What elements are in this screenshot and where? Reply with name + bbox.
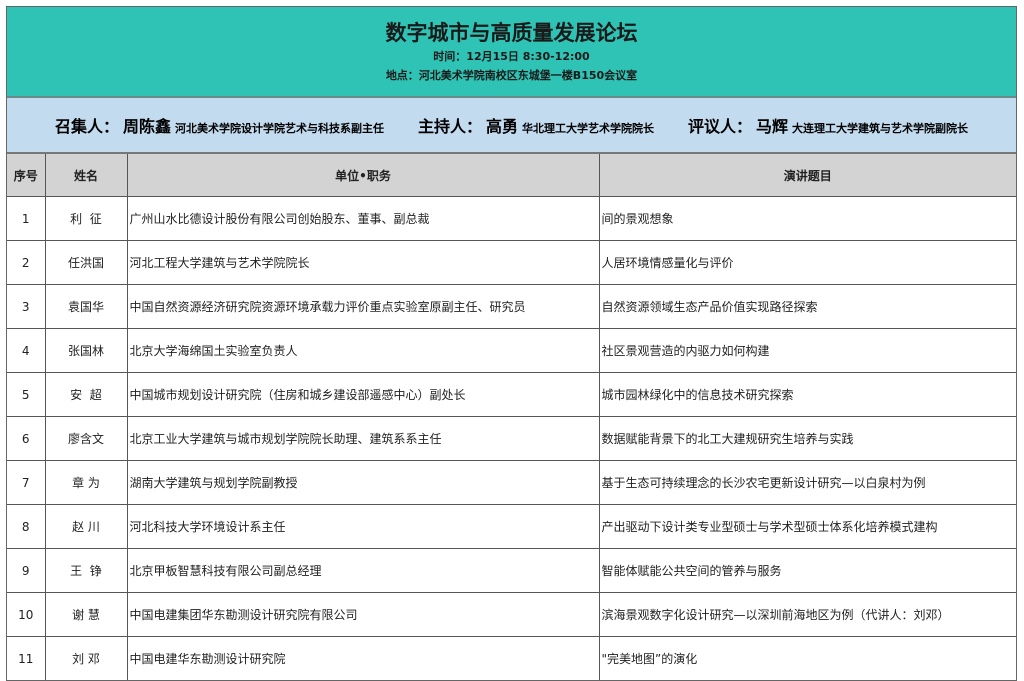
cell-unit: 湖南大学建筑与规划学院副教授 <box>126 460 600 505</box>
forum-location: 地点：河北美术学院南校区东城堡一楼B150会议室 <box>385 69 638 82</box>
cell-topic: 自然资源领域生态产品价值实现路径探索 <box>598 284 1016 329</box>
cell-name: 张国林 <box>44 328 128 373</box>
cell-no: 6 <box>7 416 46 461</box>
cell-topic: 产出驱动下设计类专业型硕士与学术型硕士体系化培养模式建构 <box>598 504 1016 549</box>
cell-topic: 人居环境情感量化与评价 <box>598 240 1016 285</box>
table-row: 6 廖含文 北京工业大学建筑与城市规划学院院长助理、建筑系系主任 数据赋能背景下的北工… <box>7 416 1016 461</box>
cell-name: 王 铮 <box>44 548 128 593</box>
person-name: 高勇 <box>486 117 519 136</box>
cell-unit: 河北工程大学建筑与艺术学院院长 <box>126 240 600 285</box>
cell-unit: 北京甲板智慧科技有限公司副总经理 <box>126 548 600 593</box>
person-name: 周陈鑫 <box>122 117 171 136</box>
table-row: 10 谢 慧中国电建集团华东勘测设计研究院有限公司 滨海景观数字化设计研究—以深圳前… <box>7 592 1016 637</box>
person-name: 马辉 <box>756 117 789 136</box>
cell-unit: 中国自然资源经济研究院资源环境承载力评价重点实验室原副主任、研究员 <box>126 284 600 329</box>
cell-no: 5 <box>7 372 46 417</box>
officials-band: 召集人： 周陈鑫 河北美术学院设计学院艺术与科技系副主任 主持人： 高勇 华北理… <box>7 98 1016 154</box>
column-header-unit: 单位•职务 <box>126 154 600 197</box>
cell-no: 10 <box>7 592 46 637</box>
cell-unit: 中国电建集团华东勘测设计研究院有限公司 <box>126 592 600 637</box>
table-row: 11 刘 邓中国电建华东勘测设计研究院 "完美地图”的演化 <box>7 636 1016 680</box>
cell-no: 2 <box>7 240 46 285</box>
cell-no: 3 <box>7 284 46 329</box>
cell-unit: 广州山水比德设计股份有限公司创始股东、董事、副总裁 <box>126 196 600 241</box>
role-label: 主持人： <box>417 117 482 136</box>
cell-unit: 中国城市规划设计研究院（住房和城乡建设部遥感中心）副处长 <box>126 372 600 417</box>
forum-title: 数字城市与高质量发展论坛 <box>385 21 638 45</box>
cell-no: 9 <box>7 548 46 593</box>
cell-no: 1 <box>7 196 46 241</box>
cell-topic: 数据赋能背景下的北工大建规研究生培养与实践 <box>598 416 1016 461</box>
cell-unit: 北京工业大学建筑与城市规划学院院长助理、建筑系系主任 <box>126 416 600 461</box>
cell-name: 利 征 <box>44 196 128 241</box>
table-header-row: 序号 姓名 单位•职务 演讲题目 <box>7 154 1016 197</box>
cell-unit: 河北科技大学环境设计系主任 <box>126 504 600 549</box>
cell-topic: 城市园林绿化中的信息技术研究探索 <box>598 372 1016 417</box>
cell-topic: 滨海景观数字化设计研究—以深圳前海地区为例（代讲人：刘邓） <box>598 592 1016 637</box>
cell-name: 刘 邓 <box>44 636 128 680</box>
cell-name: 章 为 <box>44 460 128 505</box>
role-label: 评议人： <box>688 117 753 136</box>
column-header-topic: 演讲题目 <box>598 154 1016 197</box>
role-label: 召集人： <box>54 117 119 136</box>
cell-no: 7 <box>7 460 46 505</box>
column-header-name: 姓名 <box>44 154 128 197</box>
table-row: 4 张国林 北京大学海绵国土实验室负责人 社区景观营造的内驱力如何构建 <box>7 328 1016 373</box>
cell-unit: 北京大学海绵国土实验室负责人 <box>126 328 600 373</box>
cell-name: 廖含文 <box>44 416 128 461</box>
cell-name: 赵 川 <box>44 504 128 549</box>
cell-name: 谢 慧 <box>44 592 128 637</box>
forum-time: 时间：12月15日 8:30-12:00 <box>433 50 590 63</box>
cell-topic: 基于生态可持续理念的长沙农宅更新设计研究—以白泉村为例 <box>598 460 1016 505</box>
cell-topic: 智能体赋能公共空间的管养与服务 <box>598 548 1016 593</box>
cell-topic: 间的景观想象 <box>598 196 1016 241</box>
cell-no: 11 <box>7 636 46 680</box>
cell-no: 8 <box>7 504 46 549</box>
host: 主持人： 高勇 华北理工大学艺术学院院长 <box>418 113 654 137</box>
person-affiliation: 大连理工大学建筑与艺术学院副院长 <box>792 122 969 135</box>
table-row: 2 任洪国 河北工程大学建筑与艺术学院院长 人居环境情感量化与评价 <box>7 240 1016 285</box>
title-band: 数字城市与高质量发展论坛 时间：12月15日 8:30-12:00 地点：河北美… <box>7 7 1016 98</box>
column-header-no: 序号 <box>7 154 46 197</box>
cell-topic: "完美地图”的演化 <box>598 636 1016 680</box>
table-row: 3 袁国华 中国自然资源经济研究院资源环境承载力评价重点实验室原副主任、研究员 自然资… <box>7 284 1016 329</box>
cell-topic: 社区景观营造的内驱力如何构建 <box>598 328 1016 373</box>
cell-name: 袁国华 <box>44 284 128 329</box>
forum-schedule-sheet: 数字城市与高质量发展论坛 时间：12月15日 8:30-12:00 地点：河北美… <box>6 6 1017 681</box>
person-affiliation: 华北理工大学艺术学院院长 <box>522 122 655 135</box>
cell-unit: 中国电建华东勘测设计研究院 <box>126 636 600 680</box>
reviewer: 评议人： 马辉 大连理工大学建筑与艺术学院副院长 <box>688 113 968 137</box>
cell-name: 安 超 <box>44 372 128 417</box>
person-affiliation: 河北美术学院设计学院艺术与科技系副主任 <box>174 122 384 135</box>
cell-no: 4 <box>7 328 46 373</box>
cell-name: 任洪国 <box>44 240 128 285</box>
convener: 召集人： 周陈鑫 河北美术学院设计学院艺术与科技系副主任 <box>55 113 384 137</box>
